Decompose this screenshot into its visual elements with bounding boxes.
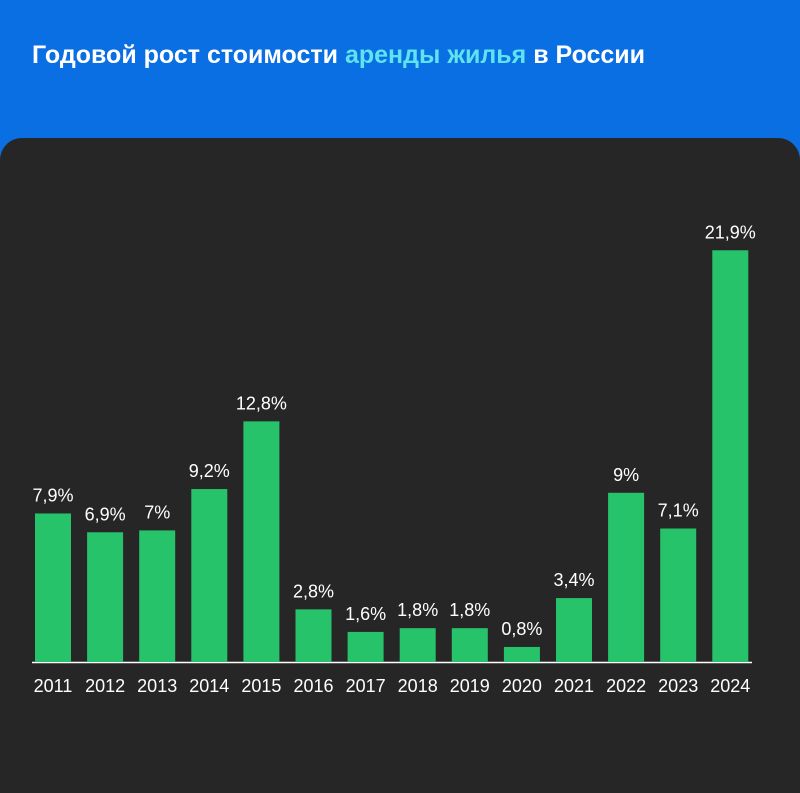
data-label-2011: 7,9% [32, 485, 73, 505]
data-label-2020: 0,8% [501, 619, 542, 639]
data-label-2024: 21,9% [705, 222, 756, 242]
bar-2019 [451, 628, 488, 662]
data-label-2017: 1,6% [345, 604, 386, 624]
x-tick-label-2011: 2011 [34, 676, 73, 696]
header-banner: Годовой рост стоимости аренды жилья в Ро… [0, 0, 800, 150]
x-tick-label-2019: 2019 [450, 676, 490, 696]
title-part-2: в России [526, 41, 646, 69]
title-accent: аренды жилья [344, 41, 527, 69]
bar-2013 [139, 530, 176, 662]
bar-2014 [191, 489, 228, 662]
chart-panel: 7,9% 2011 6,9% 2012 7% 2013 9,2% 2014 12,8% 2015 2… [0, 138, 800, 793]
bar-2024 [712, 250, 749, 662]
x-tick-label-2017: 2017 [346, 676, 386, 696]
x-tick-label-2023: 2023 [658, 676, 698, 696]
bar-2016 [295, 609, 332, 662]
x-tick-label-2024: 2024 [710, 676, 750, 696]
x-tick-label-2021: 2021 [554, 676, 594, 696]
data-label-2018: 1,8% [397, 600, 438, 620]
data-label-2016: 2,8% [293, 581, 334, 601]
bar-2022 [608, 492, 645, 662]
x-tick-label-2018: 2018 [398, 676, 438, 696]
bar-2023 [660, 528, 697, 662]
data-label-2021: 3,4% [553, 570, 594, 590]
bar-2018 [399, 628, 436, 662]
data-label-2019: 1,8% [449, 600, 490, 620]
data-label-2014: 9,2% [189, 461, 230, 481]
bar-2015 [243, 421, 280, 662]
data-label-2013: 7% [144, 502, 170, 522]
data-label-2015: 12,8% [236, 393, 287, 413]
x-tick-label-2015: 2015 [241, 676, 281, 696]
title-part-1: Годовой рост стоимости [32, 41, 345, 69]
bar-2021 [556, 598, 592, 662]
x-tick-label-2020: 2020 [502, 676, 542, 696]
x-tick-label-2022: 2022 [606, 676, 646, 696]
x-tick-label-2012: 2012 [85, 676, 125, 696]
x-tick-label-2016: 2016 [293, 676, 333, 696]
page-title: Годовой рост стоимости аренды жилья в Ро… [32, 36, 652, 74]
x-tick-label-2013: 2013 [137, 676, 177, 696]
bar-2012 [87, 532, 124, 662]
bar-2017 [347, 631, 384, 662]
bar-chart: 7,9% 2011 6,9% 2012 7% 2013 9,2% 2014 12,8% 2015 2… [32, 222, 756, 696]
bar-2020 [503, 646, 540, 662]
x-tick-label-2014: 2014 [189, 676, 229, 696]
data-label-2022: 9% [613, 465, 639, 485]
data-label-2023: 7,1% [658, 501, 699, 521]
data-label-2012: 6,9% [85, 504, 126, 524]
bar-2011 [35, 513, 71, 662]
